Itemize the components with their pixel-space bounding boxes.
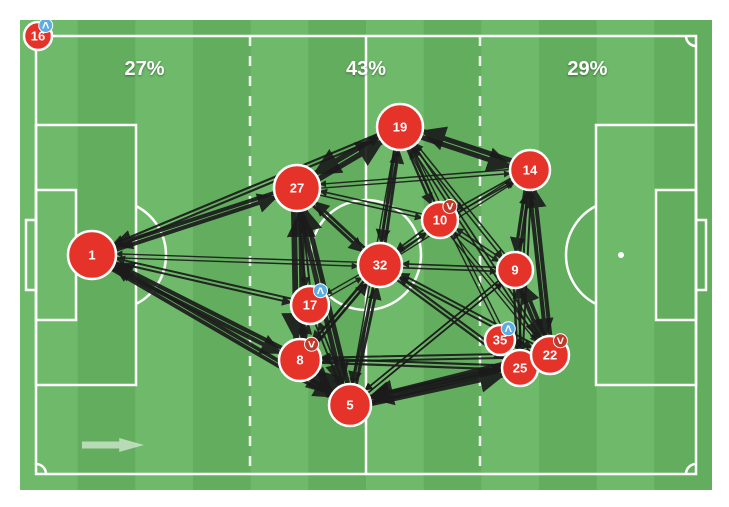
svg-text:22: 22 [543, 348, 557, 363]
svg-text:17: 17 [303, 298, 317, 313]
svg-text:˅: ˅ [446, 199, 454, 214]
svg-text:19: 19 [393, 120, 407, 135]
svg-text:˄: ˄ [42, 20, 50, 33]
svg-text:27: 27 [290, 181, 304, 196]
svg-text:˅: ˅ [308, 337, 316, 352]
svg-text:9: 9 [511, 263, 518, 278]
player-node-5: 5 [329, 384, 371, 426]
svg-text:1: 1 [88, 248, 95, 263]
player-node-16: 16˄ [24, 20, 53, 50]
player-node-1: 1 [68, 231, 116, 279]
pitch-svg: 127191410˅32917˄8˅535˄2522˅16˄ [20, 20, 712, 490]
svg-text:˄: ˄ [504, 321, 512, 336]
player-node-19: 19 [377, 104, 423, 150]
svg-text:˅: ˅ [557, 333, 565, 348]
svg-text:8: 8 [296, 353, 303, 368]
zone-label-att: 29% [567, 58, 607, 81]
svg-text:25: 25 [513, 361, 527, 376]
zone-label-def: 27% [125, 58, 165, 81]
player-node-32: 32 [358, 243, 402, 287]
pass-network-diagram: 127191410˅32917˄8˅535˄2522˅16˄ 27% 43% 2… [20, 20, 712, 490]
svg-text:32: 32 [373, 258, 387, 273]
player-node-8: 8˅ [279, 337, 321, 381]
player-node-27: 27 [274, 165, 320, 211]
svg-text:10: 10 [433, 213, 447, 228]
svg-text:14: 14 [523, 163, 538, 178]
player-node-14: 14 [510, 150, 550, 190]
svg-text:5: 5 [346, 398, 353, 413]
player-node-9: 9 [497, 252, 533, 288]
svg-text:˄: ˄ [317, 283, 325, 298]
zone-label-mid: 43% [346, 58, 386, 81]
